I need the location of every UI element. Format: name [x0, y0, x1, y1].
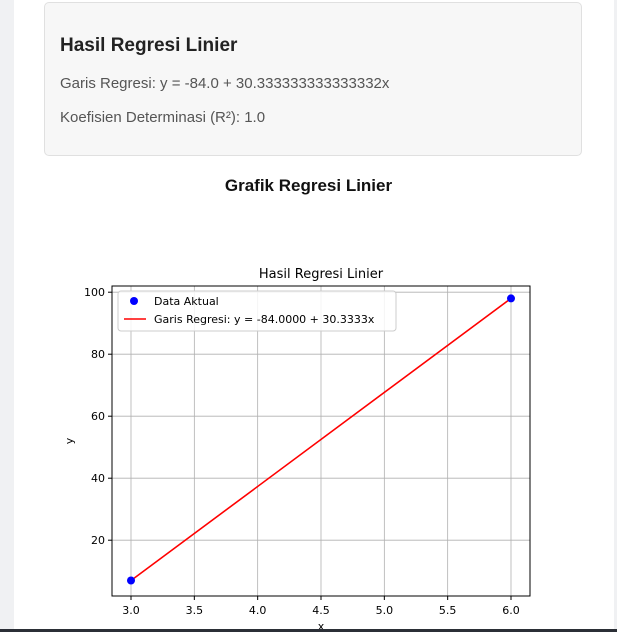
chart-section-title: Grafik Regresi Linier: [224, 176, 393, 195]
legend-box: [117, 290, 397, 332]
y-axis-label: y: [63, 437, 76, 444]
determination-coefficient: Koefisien Determinasi (R²): 1.0: [60, 109, 266, 126]
legend-label-scatter: Data Aktual: [154, 295, 219, 308]
legend-label-line: Garis Regresi: y = -84.0000 + 30.3333x: [154, 313, 375, 326]
data-point: [507, 294, 515, 303]
result-title: Hasil Regresi Linier: [60, 35, 238, 56]
window-bottom-edge: [0, 629, 617, 632]
y-tick-label: 20: [91, 534, 105, 547]
regression-line: [130, 297, 512, 582]
y-tick-label: 100: [84, 286, 105, 299]
y-tick-label: 60: [91, 410, 105, 423]
x-axis-label: x: [318, 620, 325, 632]
legend-marker-scatter: [130, 297, 138, 305]
x-tick-label: 3.0: [122, 604, 140, 617]
x-tick-label: 4.5: [312, 604, 330, 617]
x-tick-label: 5.5: [439, 604, 457, 617]
y-tick-label: 40: [91, 472, 105, 485]
regression-result-card: Hasil Regresi Linier Garis Regresi: y = …: [44, 2, 582, 156]
x-tick-label: 6.0: [502, 604, 520, 617]
x-tick-label: 4.0: [249, 604, 267, 617]
chart-title: Hasil Regresi Linier: [259, 267, 384, 282]
data-point: [127, 576, 135, 585]
regression-equation: Garis Regresi: y = -84.0 + 30.3333333333…: [60, 75, 390, 92]
x-tick-label: 3.5: [186, 604, 204, 617]
x-tick-label: 5.0: [376, 604, 394, 617]
y-tick-label: 80: [91, 348, 105, 361]
